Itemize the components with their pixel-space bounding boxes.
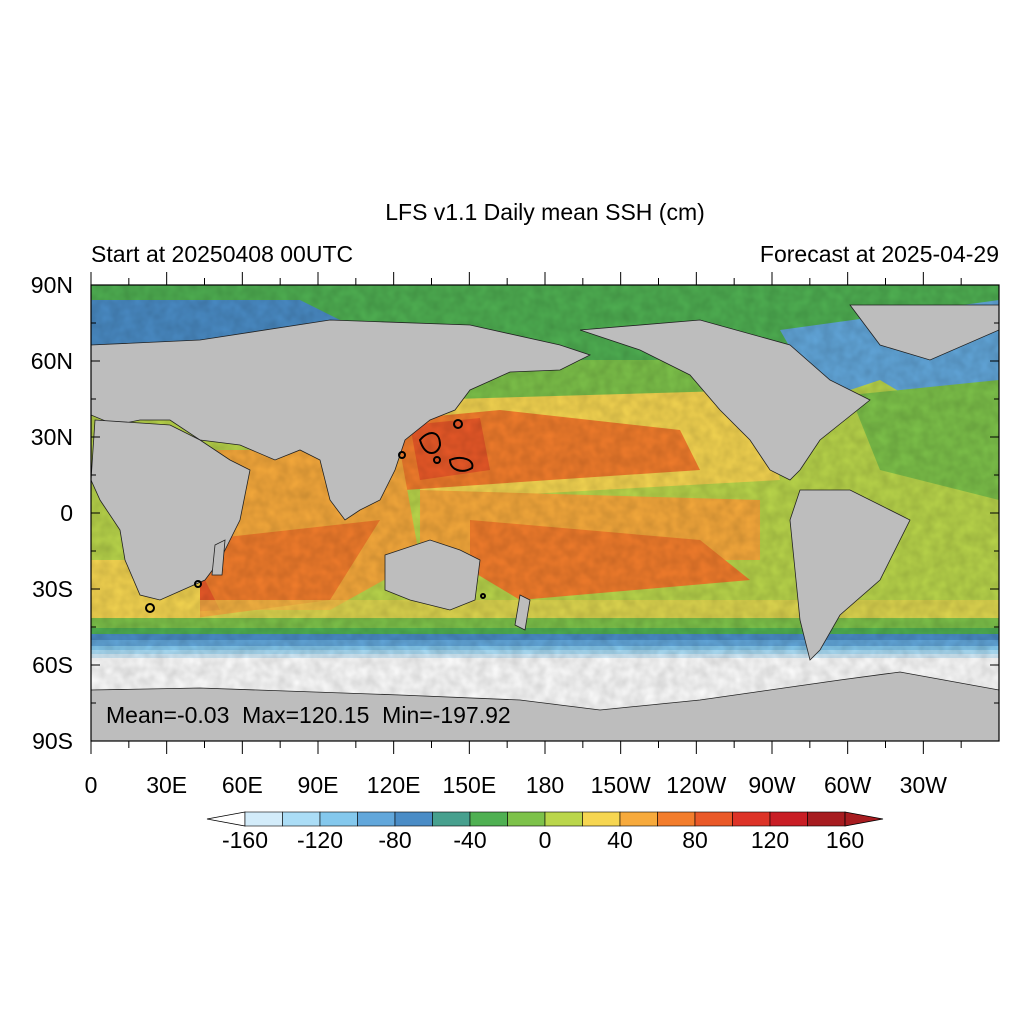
north-america <box>579 319 871 481</box>
colorbar-box <box>544 811 583 827</box>
colorbar-box <box>357 811 396 827</box>
colorbar-box <box>469 811 508 827</box>
colorbar-box <box>657 811 696 827</box>
eurasia <box>91 319 592 521</box>
colorbar-box <box>807 811 846 827</box>
madagascar <box>211 539 226 576</box>
x-tick-label: 60W <box>824 772 872 798</box>
x-axis-labels: 0 30E 60E 90E 120E 150E 180 150W 120W 90W 60W 30W <box>85 772 948 798</box>
colorbar-high-arrow <box>844 811 884 827</box>
x-tick-label: 30W <box>900 772 948 798</box>
colorbar-label: 0 <box>539 827 552 853</box>
contour-120 <box>145 419 486 613</box>
colorbar-label: 160 <box>826 827 864 853</box>
colorbar-box <box>769 811 808 827</box>
x-tick-label: 30E <box>146 772 187 798</box>
colorbar-labels: -160 -120 -80 -40 0 40 80 120 160 <box>222 827 864 853</box>
colorbar-label: 40 <box>607 827 633 853</box>
colorbar-label: -120 <box>297 827 343 853</box>
x-tick-label: 60E <box>222 772 263 798</box>
x-tick-label: 150W <box>591 772 651 798</box>
greenland <box>849 304 999 361</box>
x-tick-label: 150E <box>442 772 496 798</box>
colorbar-box <box>244 811 283 827</box>
colorbar-label: -80 <box>378 827 411 853</box>
colorbar-box <box>694 811 733 827</box>
south-america <box>789 489 911 661</box>
colorbar-box <box>432 811 471 827</box>
y-tick-label: 30N <box>31 424 73 450</box>
y-tick-label: 60S <box>32 652 73 678</box>
x-tick-label: 90E <box>298 772 339 798</box>
colorbar-box <box>507 811 546 827</box>
y-axis-labels: 90N 60N 30N 0 30S 60S 90S <box>31 272 73 754</box>
x-tick-label: 0 <box>85 772 98 798</box>
new-zealand <box>514 594 531 631</box>
colorbar-box <box>319 811 358 827</box>
y-tick-label: 30S <box>32 576 73 602</box>
colorbar <box>206 811 884 827</box>
colorbar-label: -160 <box>222 827 268 853</box>
colorbar-box <box>732 811 771 827</box>
land <box>91 304 999 741</box>
colorbar-label: -40 <box>453 827 486 853</box>
australia <box>384 539 481 611</box>
colorbar-box <box>619 811 658 827</box>
antarctica <box>91 671 999 741</box>
africa <box>91 419 251 601</box>
y-tick-label: 60N <box>31 348 73 374</box>
y-tick-label: 90S <box>32 728 73 754</box>
colorbar-box <box>394 811 433 827</box>
x-tick-label: 180 <box>526 772 564 798</box>
colorbar-box <box>582 811 621 827</box>
stats-text: Mean=-0.03 Max=120.15 Min=-197.92 <box>106 702 511 728</box>
x-tick-label: 90W <box>748 772 796 798</box>
colorbar-label: 120 <box>751 827 789 853</box>
right-subtitle: Forecast at 2025-04-29 <box>760 241 999 267</box>
left-subtitle: Start at 20250408 00UTC <box>91 241 353 267</box>
y-tick-label: 90N <box>31 272 73 298</box>
map-title: LFS v1.1 Daily mean SSH (cm) <box>385 199 705 225</box>
y-tick-label: 0 <box>60 500 73 526</box>
colorbar-box <box>282 811 321 827</box>
axis-ticks <box>90 272 999 754</box>
colorbar-label: 80 <box>682 827 708 853</box>
colorbar-low-arrow <box>206 811 246 827</box>
x-tick-label: 120E <box>367 772 421 798</box>
x-tick-label: 120W <box>666 772 726 798</box>
map-plot-area <box>91 285 999 741</box>
